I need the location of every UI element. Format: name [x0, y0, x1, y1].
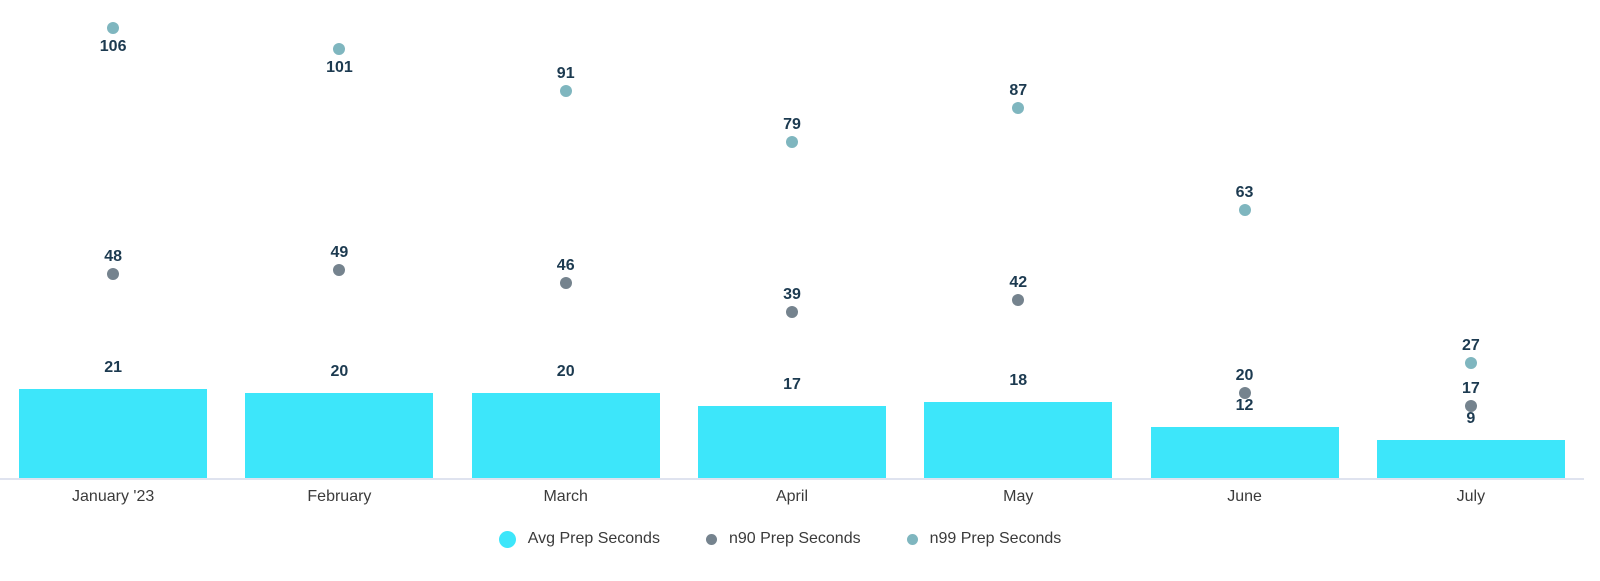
n90-value-label: 46 — [556, 256, 575, 274]
legend-label: n99 Prep Seconds — [929, 530, 1062, 547]
n99-value-label: 91 — [556, 65, 575, 83]
legend-item: Avg Prep Seconds — [498, 530, 660, 548]
avg-legend-marker-icon — [498, 530, 516, 548]
x-axis-label: May — [1003, 488, 1034, 505]
avg-value-label: 12 — [1235, 397, 1254, 414]
n90-value-label: 42 — [1009, 273, 1028, 291]
avg-value-label: 18 — [1009, 371, 1028, 389]
x-axis-label: February — [307, 488, 372, 505]
x-axis-label: March — [543, 488, 588, 505]
n99-value-label: 63 — [1235, 184, 1254, 202]
n99-dot — [107, 21, 120, 34]
n99-dot — [1238, 204, 1251, 217]
x-axis-labels: January '23 February March April May June July — [0, 480, 1584, 512]
n90-value-label: 17 — [1461, 379, 1480, 397]
n90-dot — [1464, 399, 1477, 412]
avg-value-label: 20 — [556, 363, 575, 380]
avg-value-label: 21 — [104, 358, 123, 376]
avg-bar — [1376, 439, 1565, 478]
x-axis-label: July — [1456, 488, 1486, 505]
n99-value-label: 79 — [783, 116, 801, 134]
n99-dot — [333, 42, 346, 55]
n99-value-label: 87 — [1009, 82, 1028, 100]
n99-value-label: 27 — [1461, 337, 1480, 355]
n99-value-label: 101 — [326, 58, 353, 76]
n90-value-label: 49 — [330, 243, 349, 261]
n90-legend-marker-icon — [705, 533, 717, 545]
avg-bar — [924, 401, 1113, 478]
x-axis-label: January '23 — [72, 488, 155, 505]
n90-dot — [107, 268, 120, 280]
n99-value-label: 106 — [99, 37, 127, 55]
n90-dot — [559, 276, 572, 289]
legend-label: Avg Prep Seconds — [527, 530, 660, 547]
avg-bar — [1150, 427, 1339, 478]
avg-value-label: 17 — [783, 375, 801, 393]
n90-value-label: 39 — [783, 286, 801, 304]
n99-dot — [786, 136, 798, 149]
avg-bar — [245, 393, 434, 478]
x-axis-label: June — [1227, 488, 1262, 505]
n90-dot — [333, 263, 346, 276]
n90-dot — [786, 306, 798, 319]
n90-dot — [1012, 293, 1025, 306]
n99-dot — [1012, 102, 1025, 115]
legend-item: n90 Prep Seconds — [705, 530, 861, 548]
n99-dot — [559, 85, 572, 98]
n90-value-label: 48 — [104, 248, 123, 265]
plot-area: 21 48 106 20 49 101 20 46 91 17 39 79 18 42 87 12 20 63 9 1… — [0, 21, 1584, 480]
avg-value-label: 20 — [330, 363, 349, 380]
n90-value-label: 20 — [1235, 367, 1254, 384]
legend-label: n90 Prep Seconds — [728, 530, 861, 547]
legend-item: n99 Prep Seconds — [906, 530, 1062, 548]
avg-bar — [698, 405, 886, 478]
chart-legend: Avg Prep Seconds n90 Prep Seconds n99 Prep… — [0, 530, 1560, 548]
n90-dot — [1238, 387, 1251, 399]
avg-bar — [471, 393, 660, 478]
n99-legend-marker-icon — [906, 533, 918, 545]
x-axis-label: April — [775, 488, 808, 505]
avg-bar — [19, 388, 208, 478]
avg-value-label: 9 — [1466, 409, 1476, 427]
n99-dot — [1464, 357, 1477, 370]
